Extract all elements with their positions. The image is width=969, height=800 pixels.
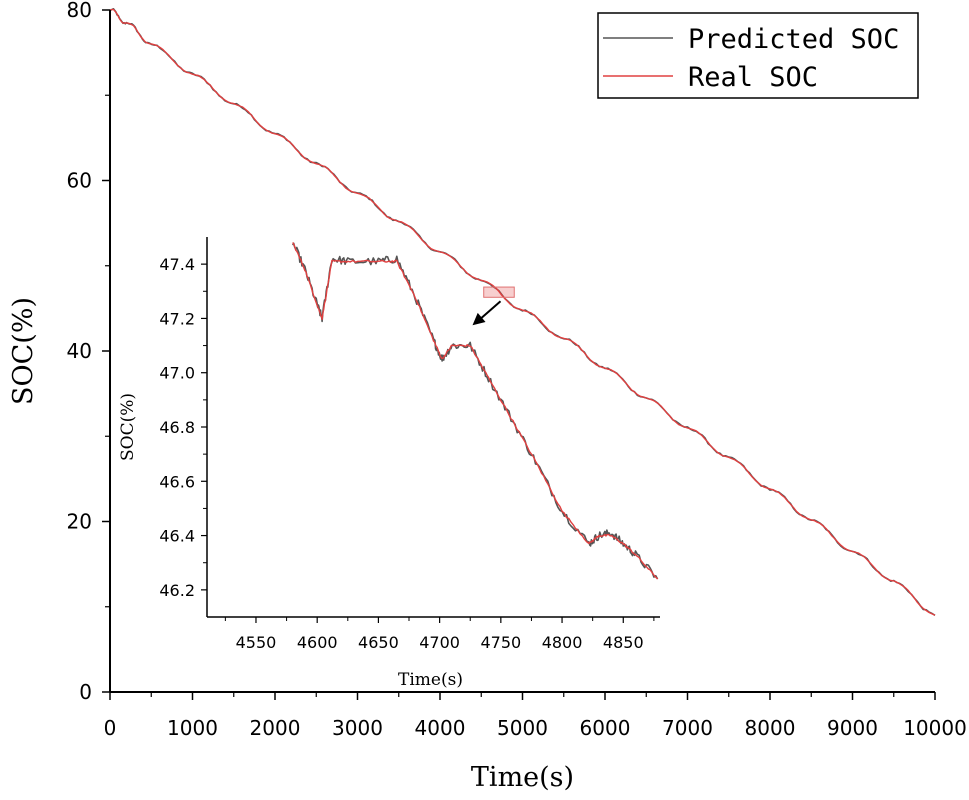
inset-series-line-real-soc xyxy=(292,242,659,580)
inset-y-ticks: 46.2 46.4 46.6 46.8 47.0 47.2 47.4 xyxy=(159,255,207,600)
main-x-tick-label-4000: 4000 xyxy=(415,716,466,740)
inset-plot: 4550 4600 4650 4700 4750 4800 4850 46.246.446.… xyxy=(118,237,660,690)
main-series-line-real-soc xyxy=(109,8,936,616)
inset-y-tick-label-46.2: 46.2 xyxy=(159,581,195,600)
inset-x-tick-label-4600: 4600 xyxy=(297,633,338,652)
main-x-tick-label-0: 0 xyxy=(104,716,117,740)
main-x-tick-label-8000: 8000 xyxy=(745,716,796,740)
main-x-tick-label-10000: 10000 xyxy=(903,716,967,740)
inset-x-axis-title: Time(s) xyxy=(398,670,463,690)
inset-y-tick-label-47.0: 47.0 xyxy=(159,364,195,383)
main-series-line-predicted-soc xyxy=(109,8,936,616)
inset-y-tick-label-46.4: 46.4 xyxy=(159,527,195,546)
inset-y-tick-label-47.4: 47.4 xyxy=(159,255,195,274)
main-x-tick-label-1000: 1000 xyxy=(167,716,218,740)
main-y-tick-label-60: 60 xyxy=(67,169,92,193)
inset-x-tick-label-4750: 4750 xyxy=(480,633,521,652)
inset-x-tick-label-4850: 4850 xyxy=(603,633,644,652)
main-series-group xyxy=(109,8,936,616)
main-x-tick-label-9000: 9000 xyxy=(827,716,878,740)
inset-x-tick-label-4800: 4800 xyxy=(542,633,583,652)
inset-x-tick-label-4700: 4700 xyxy=(419,633,460,652)
inset-y-tick-label-47.2: 47.2 xyxy=(159,309,195,328)
inset-x-ticks: 4550 4600 4650 4700 4750 4800 4850 xyxy=(224,617,655,652)
main-x-tick-label-2000: 2000 xyxy=(250,716,301,740)
inset-y-tick-label-46.8: 46.8 xyxy=(159,418,195,437)
inset-y-tick-label-46.6: 46.6 xyxy=(159,472,195,491)
legend-label-predicted-soc: Predicted SOC xyxy=(688,24,899,55)
main-y-tick-label-80: 80 xyxy=(67,0,92,22)
main-y-tick-label-20: 20 xyxy=(67,510,92,534)
main-x-ticks: 0 1000 2000 3000 4000 5000 6000 7000 8000 9000 100… xyxy=(104,692,967,740)
main-x-axis-title: Time(s) xyxy=(471,762,574,793)
main-y-tick-label-40: 40 xyxy=(67,339,92,363)
main-x-tick-label-7000: 7000 xyxy=(662,716,713,740)
inset-y-axis-title: SOC(%) xyxy=(118,393,138,461)
legend: Predicted SOC Real SOC xyxy=(597,12,919,99)
inset-x-tick-label-4650: 4650 xyxy=(358,633,399,652)
inset-series-line-predicted-soc xyxy=(292,242,659,580)
legend-box xyxy=(597,12,919,99)
main-x-tick-label-3000: 3000 xyxy=(332,716,383,740)
zoom-arrowhead xyxy=(472,312,486,326)
main-x-tick-label-5000: 5000 xyxy=(497,716,548,740)
main-y-tick-label-0: 0 xyxy=(79,680,92,704)
zoom-highlight-box xyxy=(483,286,515,298)
main-y-axis-title: SOC(%) xyxy=(8,297,39,405)
legend-label-real-soc: Real SOC xyxy=(688,62,818,93)
main-plot: 0 1000 2000 3000 4000 5000 6000 7000 8000 9000 100… xyxy=(8,0,967,793)
main-y-ticks: 0 20 40 60 80 xyxy=(67,0,110,704)
inset-series-group xyxy=(292,242,659,580)
inset-x-tick-label-4550: 4550 xyxy=(236,633,277,652)
main-x-tick-label-6000: 6000 xyxy=(580,716,631,740)
